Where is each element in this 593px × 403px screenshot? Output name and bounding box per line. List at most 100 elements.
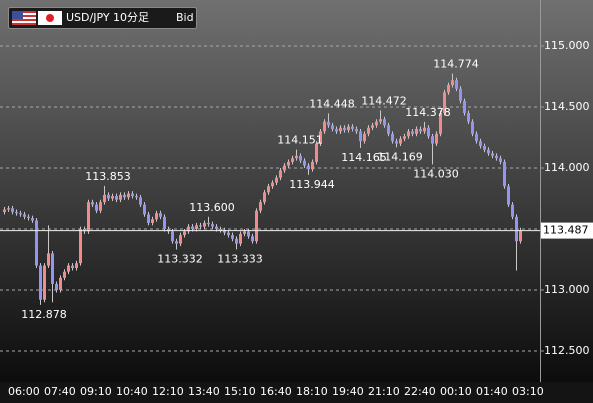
extreme-label: 113.853	[85, 170, 131, 183]
candle-body	[187, 226, 190, 232]
x-tick-label: 12:10	[152, 385, 184, 398]
candle-body	[339, 127, 342, 132]
candle-body	[235, 238, 238, 244]
candle-body	[111, 196, 114, 199]
candle-body	[451, 80, 454, 86]
candle-body	[231, 235, 234, 239]
candle-body	[479, 141, 482, 147]
candle-body	[75, 263, 78, 269]
candle-body	[91, 202, 94, 205]
x-tick-label: 10:40	[116, 385, 148, 398]
candle-body	[39, 265, 42, 300]
candle-body	[403, 136, 406, 139]
candle-body	[407, 131, 410, 137]
x-tick-label: 18:10	[296, 385, 328, 398]
candle-body	[387, 125, 390, 134]
x-axis-strip	[0, 382, 593, 403]
x-tick-label: 21:10	[368, 385, 400, 398]
candle-body	[503, 161, 506, 187]
plot-background	[0, 0, 593, 382]
candle-body	[475, 133, 478, 142]
y-tick-label: 115.000	[544, 39, 590, 52]
candle-body	[11, 208, 14, 212]
candle-body	[55, 283, 58, 291]
candle-body	[311, 161, 314, 170]
current-price-box	[541, 222, 593, 239]
candle-body	[143, 204, 146, 215]
candle-body	[259, 202, 262, 211]
candle-body	[423, 127, 426, 132]
candle-body	[335, 128, 338, 132]
y-tick-label: 114.000	[544, 161, 590, 174]
candle-body	[327, 121, 330, 126]
x-tick-label: 07:40	[44, 385, 76, 398]
extreme-label: 114.378	[405, 106, 451, 119]
candle-body	[171, 231, 174, 242]
x-tick-label: 13:40	[188, 385, 220, 398]
candle-body	[431, 136, 434, 144]
candle-body	[507, 186, 510, 205]
candle-body	[175, 241, 178, 244]
header-title: USD/JPY 10分足	[66, 11, 149, 24]
candle-body	[243, 231, 246, 234]
extreme-label: 114.030	[413, 167, 459, 180]
candle-body	[303, 160, 306, 166]
candle-body	[379, 119, 382, 122]
candle-body	[391, 133, 394, 142]
extreme-label: 114.448	[309, 97, 355, 110]
candle-body	[147, 214, 150, 223]
candle-body	[515, 216, 518, 242]
candle-body	[203, 222, 206, 227]
candle-body	[371, 125, 374, 128]
candle-body	[351, 126, 354, 129]
candle-body	[411, 131, 414, 134]
x-tick-label: 09:10	[80, 385, 112, 398]
candle-body	[323, 121, 326, 132]
candle-body	[415, 128, 418, 134]
candle-body	[519, 230, 522, 242]
candle-body	[51, 253, 54, 284]
candle-body	[215, 226, 218, 230]
candle-body	[315, 143, 318, 162]
extreme-label: 113.944	[289, 178, 335, 191]
candle-body	[23, 214, 26, 217]
candle-body	[319, 131, 322, 144]
candle-body	[191, 226, 194, 230]
candle-body	[283, 165, 286, 171]
extreme-label: 114.472	[361, 94, 407, 107]
candle-body	[43, 265, 46, 300]
candle-body	[247, 231, 250, 237]
candle-body	[19, 213, 22, 215]
candle-body	[443, 92, 446, 114]
candle-body	[27, 216, 30, 219]
extreme-label: 114.774	[433, 58, 479, 71]
plot-layer: 112.500113.000113.500114.000114.500115.0…	[0, 39, 593, 398]
candle-body	[291, 158, 294, 162]
candle-body	[347, 126, 350, 131]
candle-body	[511, 204, 514, 217]
candle-body	[279, 170, 282, 178]
candle-body	[199, 225, 202, 227]
candle-body	[59, 277, 62, 291]
candle-body	[439, 113, 442, 134]
candle-body	[467, 113, 470, 122]
candle-body	[275, 177, 278, 183]
candle-body	[127, 193, 130, 198]
candle-body	[47, 253, 50, 266]
candle-body	[287, 161, 290, 166]
extreme-label: 113.600	[189, 201, 235, 214]
candle-body	[135, 196, 138, 198]
candle-body	[239, 233, 242, 244]
candle-body	[95, 204, 98, 211]
candle-body	[251, 236, 254, 242]
candle-body	[7, 208, 10, 210]
y-tick-label: 114.500	[544, 100, 590, 113]
candle-body	[207, 222, 210, 225]
candle-body	[307, 165, 310, 170]
candle-body	[219, 229, 222, 231]
candle-body	[35, 220, 38, 266]
candle-body	[459, 88, 462, 101]
candle-body	[455, 80, 458, 89]
